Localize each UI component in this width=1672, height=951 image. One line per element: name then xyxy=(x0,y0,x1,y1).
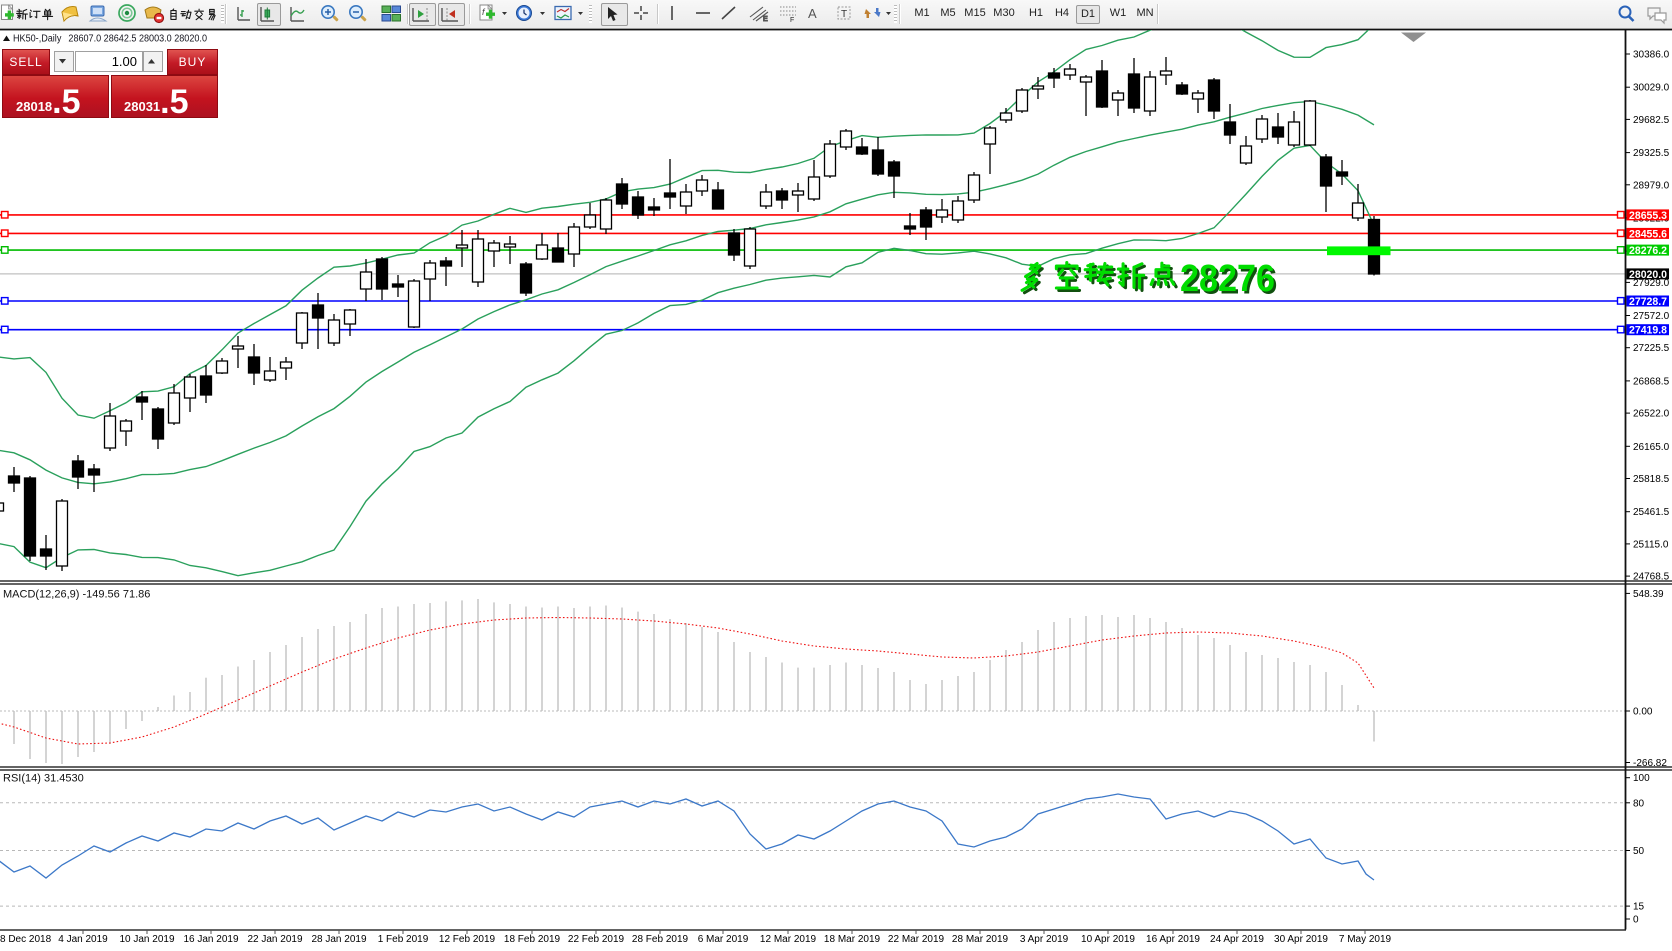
svg-text:16 Jan 2019: 16 Jan 2019 xyxy=(183,934,238,945)
svg-text:18 Feb 2019: 18 Feb 2019 xyxy=(504,934,561,945)
svg-text:30 Apr 2019: 30 Apr 2019 xyxy=(1274,934,1328,945)
svg-text:28 Mar 2019: 28 Mar 2019 xyxy=(952,934,1009,945)
svg-text:29325.5: 29325.5 xyxy=(1633,148,1670,159)
svg-text:24 Apr 2019: 24 Apr 2019 xyxy=(1210,934,1264,945)
svg-text:28020.0: 28020.0 xyxy=(1629,269,1667,281)
svg-text:6 Mar 2019: 6 Mar 2019 xyxy=(698,934,749,945)
svg-text:25461.5: 25461.5 xyxy=(1633,507,1670,518)
svg-text:27419.8: 27419.8 xyxy=(1629,325,1667,337)
svg-text:28979.0: 28979.0 xyxy=(1633,180,1670,191)
svg-text:1 Feb 2019: 1 Feb 2019 xyxy=(378,934,429,945)
svg-text:28 Jan 2019: 28 Jan 2019 xyxy=(311,934,366,945)
svg-text:7 May 2019: 7 May 2019 xyxy=(1339,934,1392,945)
svg-text:24768.5: 24768.5 xyxy=(1633,572,1670,583)
svg-text:27225.5: 27225.5 xyxy=(1633,343,1670,354)
svg-text:27572.0: 27572.0 xyxy=(1633,311,1670,322)
svg-text:-266.82: -266.82 xyxy=(1633,758,1667,769)
svg-text:A: A xyxy=(808,6,817,21)
svg-text:28276.2: 28276.2 xyxy=(1629,245,1667,257)
svg-text:RSI(14) 31.4530: RSI(14) 31.4530 xyxy=(3,773,84,785)
svg-text:80: 80 xyxy=(1633,798,1645,809)
svg-text:F: F xyxy=(790,17,794,24)
svg-text:15: 15 xyxy=(1633,902,1645,913)
svg-text:28 Feb 2019: 28 Feb 2019 xyxy=(632,934,689,945)
svg-text:8 Dec 2018: 8 Dec 2018 xyxy=(0,934,52,945)
svg-text:27728.7: 27728.7 xyxy=(1629,296,1667,308)
svg-text:28276: 28276 xyxy=(1180,258,1275,300)
svg-text:30029.0: 30029.0 xyxy=(1633,83,1670,94)
svg-text:26522.0: 26522.0 xyxy=(1633,409,1670,420)
svg-text:0.00: 0.00 xyxy=(1633,707,1653,718)
svg-text:26165.0: 26165.0 xyxy=(1633,442,1670,453)
svg-text:30386.0: 30386.0 xyxy=(1633,50,1670,61)
svg-text:28276: 28276 xyxy=(1182,260,1277,302)
svg-text:22 Jan 2019: 22 Jan 2019 xyxy=(247,934,302,945)
svg-text:28455.6: 28455.6 xyxy=(1629,228,1667,240)
svg-text:4 Jan 2019: 4 Jan 2019 xyxy=(58,934,108,945)
svg-text:3 Apr 2019: 3 Apr 2019 xyxy=(1020,934,1069,945)
svg-text:548.39: 548.39 xyxy=(1633,589,1664,600)
svg-text:25115.0: 25115.0 xyxy=(1633,539,1669,550)
svg-text:29682.5: 29682.5 xyxy=(1633,115,1670,126)
svg-text:22 Mar 2019: 22 Mar 2019 xyxy=(888,934,945,945)
svg-text:18 Mar 2019: 18 Mar 2019 xyxy=(824,934,881,945)
svg-text:26868.5: 26868.5 xyxy=(1633,376,1670,387)
svg-text:T: T xyxy=(841,9,847,20)
svg-text:50: 50 xyxy=(1633,846,1645,857)
svg-text:27929.0: 27929.0 xyxy=(1633,278,1670,289)
svg-text:E: E xyxy=(763,16,768,23)
svg-text:MACD(12,26,9) -149.56 71.86: MACD(12,26,9) -149.56 71.86 xyxy=(3,589,150,601)
svg-text:16 Apr 2019: 16 Apr 2019 xyxy=(1146,934,1200,945)
svg-text:22 Feb 2019: 22 Feb 2019 xyxy=(568,934,625,945)
svg-text:HK50-,Daily 28607.0 28642.5 2: HK50-,Daily 28607.0 28642.5 28003.0 2802… xyxy=(13,34,207,45)
svg-text:10 Apr 2019: 10 Apr 2019 xyxy=(1081,934,1135,945)
svg-text:12 Mar 2019: 12 Mar 2019 xyxy=(760,934,817,945)
svg-text:12 Feb 2019: 12 Feb 2019 xyxy=(439,934,496,945)
svg-text:0: 0 xyxy=(1633,915,1639,926)
svg-text:10 Jan 2019: 10 Jan 2019 xyxy=(119,934,174,945)
svg-text:f: f xyxy=(482,7,486,17)
svg-text:100: 100 xyxy=(1633,773,1650,784)
svg-text:28655.3: 28655.3 xyxy=(1629,210,1667,222)
svg-text:25818.5: 25818.5 xyxy=(1633,474,1670,485)
